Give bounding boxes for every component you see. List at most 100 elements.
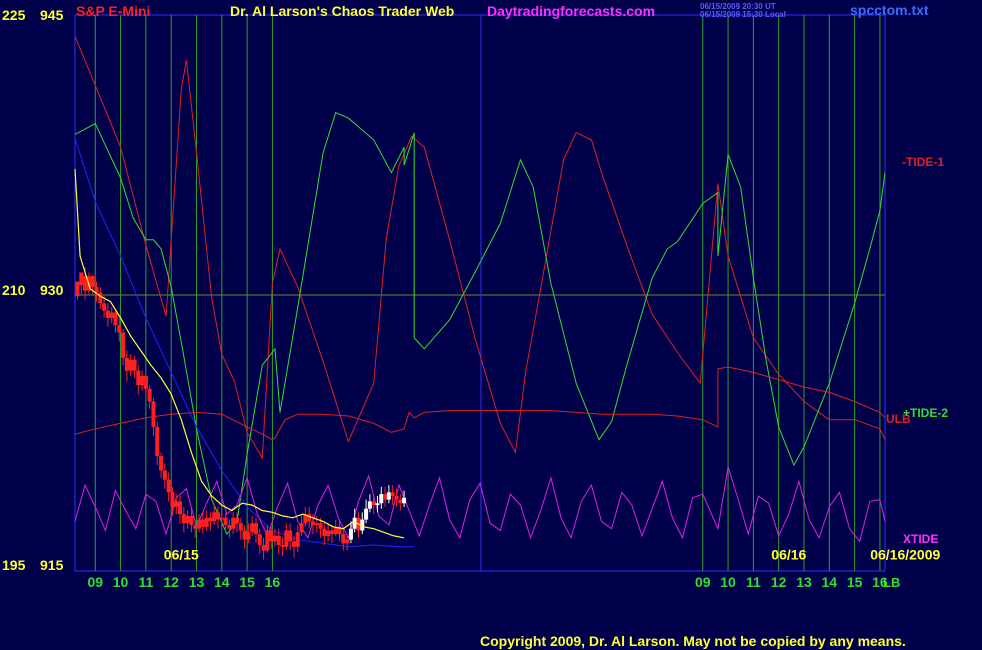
x-tick-label: 10: [720, 574, 736, 590]
legend-tide-plus-2: +TIDE-2: [903, 406, 948, 420]
date-label-1: 06/16: [771, 547, 806, 563]
timestamp-ut: 06/15/2009 20:30 UT: [700, 2, 776, 11]
bar-body-76: [364, 508, 369, 520]
bar-body-8: [105, 310, 110, 318]
bar-body-59: [299, 523, 304, 533]
y-tick-210: 210: [2, 282, 26, 298]
x-tick-label: 12: [163, 574, 179, 590]
vertical-grid: [94, 15, 881, 571]
bar-body-42: [235, 517, 239, 524]
bar-body-25: [170, 492, 175, 507]
bar-body-56: [288, 530, 293, 542]
bar-body-48: [257, 534, 262, 546]
x-tick-label: 11: [746, 574, 761, 590]
bar-body-6: [98, 292, 103, 304]
x-tick-label: 11: [138, 574, 153, 590]
bar-body-85: [398, 499, 403, 504]
bar-body-31: [193, 525, 198, 529]
bar-body-68: [333, 526, 338, 535]
series-ulb: [74, 366, 886, 441]
bar-body-19: [147, 388, 152, 402]
date-labels: 06/15 06/16 06/16/2009: [164, 547, 941, 563]
bar-body-18: [143, 376, 148, 389]
bar-body-50: [265, 530, 270, 551]
bar-body-61: [307, 514, 312, 522]
file-name: spcctom.txt: [850, 2, 929, 18]
x-tick-label: 14: [822, 574, 838, 590]
bar-body-0: [75, 281, 80, 297]
bar-body-44: [242, 530, 247, 540]
bar-body-40: [227, 525, 232, 529]
bar-body-5: [94, 287, 99, 293]
bar-body-77: [367, 501, 372, 509]
series-blue: [74, 137, 415, 548]
bar-body-17: [140, 376, 145, 386]
bottom-label-lb: LB: [883, 575, 900, 590]
bar-body-67: [329, 530, 334, 535]
bar-body-81: [383, 494, 388, 500]
bar-body-1: [79, 272, 84, 286]
series-xtide: [74, 466, 886, 543]
bar-body-75: [360, 519, 365, 531]
bar-body-70: [341, 534, 346, 544]
plot-frame: [74, 14, 886, 572]
bar-body-2: [83, 276, 88, 291]
bar-body-45: [246, 532, 251, 540]
bar-body-20: [151, 401, 156, 427]
x-tick-label: 09: [87, 574, 103, 590]
x-tick-label: 13: [796, 574, 812, 590]
legend-ulb: ULB: [886, 412, 911, 426]
bar-body-60: [303, 514, 308, 524]
bar-body-73: [352, 517, 357, 529]
bar-body-43: [238, 523, 243, 531]
y-tick-915: 915: [40, 557, 64, 573]
bar-body-66: [326, 530, 331, 536]
price-bars: [74, 168, 407, 560]
bar-body-34: [204, 517, 209, 527]
bar-body-26: [174, 501, 179, 507]
bar-body-84: [394, 495, 399, 500]
bar-body-62: [310, 521, 315, 526]
bar-body-29: [185, 515, 190, 524]
bar-body-33: [200, 519, 205, 527]
bar-body-39: [223, 517, 228, 526]
x-tick-label: 13: [189, 574, 205, 590]
x-tick-label: 10: [113, 574, 129, 590]
bar-body-55: [284, 530, 289, 547]
bar-body-72: [348, 528, 353, 540]
bar-body-41: [231, 517, 236, 529]
date-label-0: 06/15: [164, 547, 199, 563]
x-tick-label: 15: [239, 574, 255, 590]
legend-xtide: XTIDE: [903, 532, 938, 546]
bar-body-38: [219, 517, 224, 520]
bar-body-71: [345, 539, 350, 544]
bar-body-69: [337, 526, 342, 535]
bar-body-52: [272, 535, 277, 542]
bar-body-11: [117, 325, 122, 333]
timestamp-local: 06/15/2009 15:30 Local: [700, 10, 786, 19]
bar-body-28: [181, 514, 186, 524]
bar-body-83: [390, 492, 395, 496]
x-tick-label: 12: [771, 574, 787, 590]
bar-body-36: [212, 512, 217, 522]
bar-body-65: [322, 528, 327, 536]
bar-body-80: [379, 494, 384, 504]
bar-body-78: [371, 501, 376, 506]
symbol-title: S&P E-Mini: [76, 3, 150, 19]
copyright-notice: Copyright 2009, Dr. Al Larson. May not b…: [480, 633, 906, 649]
bar-body-57: [291, 541, 296, 547]
series-layer: [74, 36, 886, 548]
bar-body-86: [402, 497, 407, 504]
bar-body-64: [318, 523, 323, 529]
y-tick-195: 195: [2, 557, 26, 573]
bar-body-47: [253, 523, 258, 535]
y-tick-930: 930: [40, 282, 64, 298]
bar-body-7: [102, 303, 107, 311]
bar-body-82: [386, 492, 391, 500]
bar-body-51: [269, 530, 274, 542]
bar-body-15: [132, 359, 137, 371]
bar-body-12: [121, 332, 126, 358]
bar-body-9: [109, 312, 114, 318]
